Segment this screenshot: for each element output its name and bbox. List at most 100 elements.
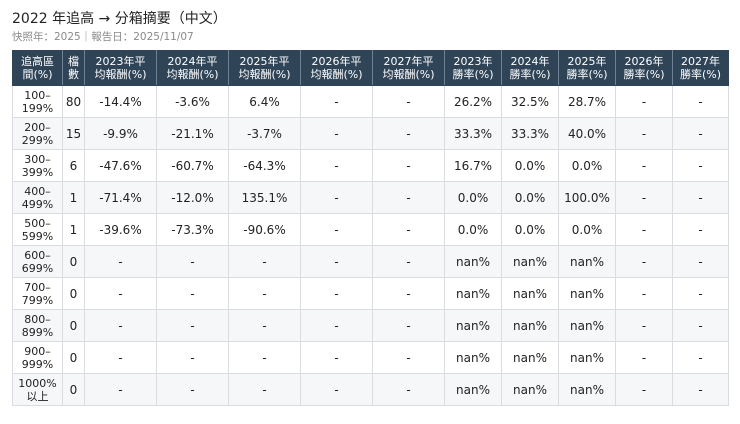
cell-count: 80 (62, 85, 85, 118)
table-header: 追高區 間(%) 檔 數 2023年平 均報酬(%) 2024年平 均報酬(%)… (12, 50, 729, 86)
cell-return-2024: - (156, 245, 229, 278)
cell-winrate-2025: 0.0% (558, 213, 616, 246)
cell-return-2026: - (300, 117, 373, 150)
header-cell-winrate-2026: 2026年 勝率(%) (615, 50, 673, 86)
cell-return-2025: - (228, 277, 301, 310)
cell-return-2026: - (300, 181, 373, 214)
cell-winrate-2024: 32.5% (501, 85, 559, 118)
cell-return-2027: - (372, 149, 445, 182)
cell-return-2024: -12.0% (156, 181, 229, 214)
table-row: 700– 799% 0- - - - - nan% nan% nan% - - (12, 277, 729, 310)
table-row: 100– 199% 80 -14.4% -3.6% 6.4% - -26.2% 32.5% 28… (12, 85, 729, 118)
cell-return-2023: -9.9% (84, 117, 157, 150)
header-cell-return-2026: 2026年平 均報酬(%) (300, 50, 373, 86)
cell-winrate-2025: 0.0% (558, 149, 616, 182)
cell-winrate-2025: nan% (558, 277, 616, 310)
cell-count: 0 (62, 245, 85, 278)
cell-count: 15 (62, 117, 85, 150)
cell-return-2024: -60.7% (156, 149, 229, 182)
cell-winrate-2027: - (672, 117, 729, 150)
cell-return-2025: - (228, 373, 301, 406)
cell-return-2027: - (372, 341, 445, 374)
cell-winrate-2026: - (615, 277, 673, 310)
cell-return-2026: - (300, 309, 373, 342)
cell-winrate-2024: nan% (501, 341, 559, 374)
cell-range: 100– 199% (12, 85, 63, 118)
cell-count: 1 (62, 181, 85, 214)
cell-winrate-2026: - (615, 181, 673, 214)
cell-return-2023: - (84, 341, 157, 374)
cell-winrate-2027: - (672, 213, 729, 246)
cell-return-2023: - (84, 277, 157, 310)
table-row: 300– 399% 6 -47.6% -60.7% -64.3% - -16.7% 0.0% 0… (12, 149, 729, 182)
cell-winrate-2026: - (615, 85, 673, 118)
cell-return-2023: -47.6% (84, 149, 157, 182)
cell-winrate-2023: nan% (444, 341, 502, 374)
cell-range: 900– 999% (12, 341, 63, 374)
cell-winrate-2026: - (615, 341, 673, 374)
header-cell-range: 追高區 間(%) (12, 50, 63, 86)
cell-return-2024: -73.3% (156, 213, 229, 246)
header-cell-return-2025: 2025年平 均報酬(%) (228, 50, 301, 86)
report-panel: 2022 年追高 → 分箱摘要（中文） 快照年：2025｜報告日：2025/11… (12, 11, 729, 406)
cell-return-2023: - (84, 245, 157, 278)
cell-return-2024: - (156, 277, 229, 310)
cell-winrate-2024: nan% (501, 277, 559, 310)
cell-winrate-2027: - (672, 149, 729, 182)
cell-winrate-2027: - (672, 181, 729, 214)
cell-count: 0 (62, 277, 85, 310)
cell-winrate-2025: 40.0% (558, 117, 616, 150)
header-cell-return-2027: 2027年平 均報酬(%) (372, 50, 445, 86)
cell-winrate-2027: - (672, 309, 729, 342)
cell-return-2026: - (300, 85, 373, 118)
header-cell-winrate-2024: 2024年 勝率(%) (501, 50, 559, 86)
cell-winrate-2027: - (672, 245, 729, 278)
cell-range: 400– 499% (12, 181, 63, 214)
cell-winrate-2026: - (615, 309, 673, 342)
cell-return-2023: - (84, 309, 157, 342)
cell-return-2023: -39.6% (84, 213, 157, 246)
cell-winrate-2025: nan% (558, 245, 616, 278)
cell-return-2026: - (300, 277, 373, 310)
cell-return-2025: -64.3% (228, 149, 301, 182)
cell-winrate-2024: 0.0% (501, 181, 559, 214)
header-cell-return-2024: 2024年平 均報酬(%) (156, 50, 229, 86)
cell-return-2026: - (300, 245, 373, 278)
cell-range: 700– 799% (12, 277, 63, 310)
cell-return-2024: -21.1% (156, 117, 229, 150)
header-cell-return-2023: 2023年平 均報酬(%) (84, 50, 157, 86)
cell-winrate-2024: nan% (501, 309, 559, 342)
cell-return-2023: -71.4% (84, 181, 157, 214)
header-cell-winrate-2023: 2023年 勝率(%) (444, 50, 502, 86)
cell-return-2027: - (372, 117, 445, 150)
report-title: 2022 年追高 → 分箱摘要（中文） (12, 11, 227, 27)
cell-range: 600– 699% (12, 245, 63, 278)
table-body: 100– 199% 80 -14.4% -3.6% 6.4% - -26.2% 32.5% 28… (12, 85, 729, 406)
cell-return-2027: - (372, 373, 445, 406)
cell-range: 200– 299% (12, 117, 63, 150)
cell-winrate-2023: nan% (444, 373, 502, 406)
summary-table: 追高區 間(%) 檔 數 2023年平 均報酬(%) 2024年平 均報酬(%)… (12, 50, 729, 406)
cell-winrate-2023: nan% (444, 245, 502, 278)
header-cell-count: 檔 數 (62, 50, 85, 86)
cell-return-2027: - (372, 85, 445, 118)
cell-return-2026: - (300, 373, 373, 406)
cell-return-2025: - (228, 341, 301, 374)
table-row: 200– 299% 15 -9.9% -21.1% -3.7% - -33.3% 33.3% 4… (12, 117, 729, 150)
cell-return-2025: - (228, 309, 301, 342)
cell-return-2024: - (156, 341, 229, 374)
cell-return-2024: -3.6% (156, 85, 229, 118)
cell-count: 1 (62, 213, 85, 246)
cell-return-2025: - (228, 245, 301, 278)
cell-winrate-2023: nan% (444, 277, 502, 310)
cell-winrate-2027: - (672, 85, 729, 118)
cell-range: 1000% 以上 (12, 373, 63, 406)
cell-winrate-2024: nan% (501, 373, 559, 406)
cell-count: 0 (62, 341, 85, 374)
cell-return-2023: - (84, 373, 157, 406)
cell-winrate-2024: 0.0% (501, 149, 559, 182)
header-row: 追高區 間(%) 檔 數 2023年平 均報酬(%) 2024年平 均報酬(%)… (12, 50, 729, 86)
cell-return-2026: - (300, 149, 373, 182)
table-row: 400– 499% 1 -71.4% -12.0% 135.1% - -0.0% 0.0% 10… (12, 181, 729, 214)
cell-winrate-2023: 33.3% (444, 117, 502, 150)
